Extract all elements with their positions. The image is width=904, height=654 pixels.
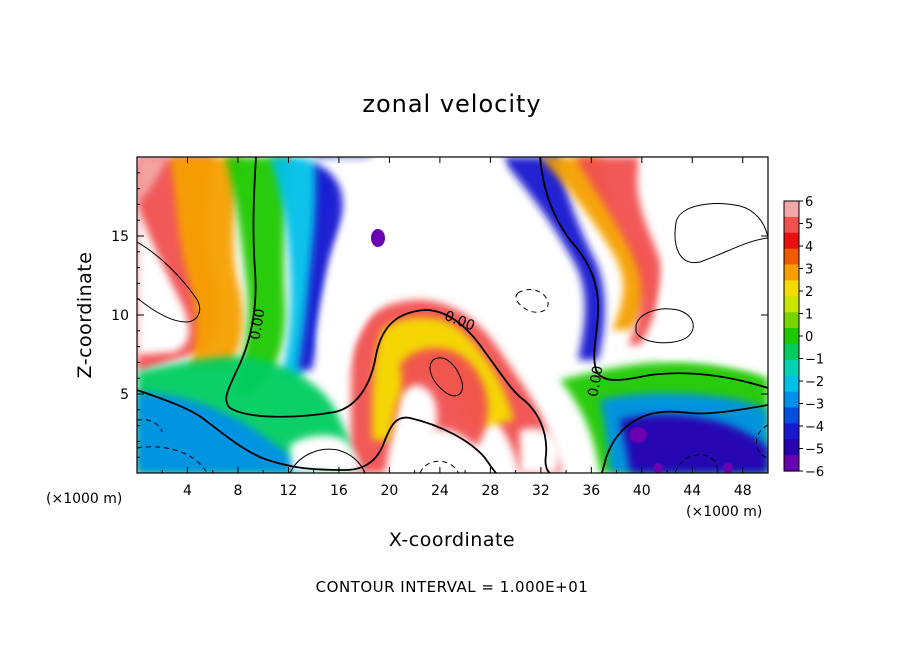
x-tick-label: 28 bbox=[481, 483, 499, 499]
contour-label-3: 0.00 bbox=[585, 365, 606, 398]
zero-contour-right bbox=[539, 157, 768, 389]
x-tick-label: 20 bbox=[380, 483, 398, 499]
colorbar-swatch bbox=[784, 407, 799, 424]
colorbar-swatch bbox=[784, 439, 799, 456]
colorbar-tick-label: −3 bbox=[805, 398, 824, 413]
colorbar-tick-label: 1 bbox=[805, 308, 813, 323]
thin-contour-bottom-mid bbox=[289, 448, 366, 473]
x-unit-label-right: (×1000 m) bbox=[686, 504, 762, 520]
x-unit-label-left: (×1000 m) bbox=[46, 491, 122, 507]
thin-contour-right-oval bbox=[635, 308, 694, 344]
dashed-contour-mid bbox=[515, 289, 549, 313]
colorbar-swatch bbox=[784, 391, 799, 409]
colorbar-tick-label: 4 bbox=[805, 240, 813, 255]
field-minimum-spot bbox=[629, 427, 647, 443]
colorbar-tick-label: −5 bbox=[805, 443, 824, 458]
x-tick-label: 40 bbox=[633, 483, 651, 499]
colorbar-swatch bbox=[784, 328, 799, 345]
colorbar-tick-label: 0 bbox=[805, 330, 813, 345]
field-band bbox=[137, 392, 315, 473]
chart-title: zonal velocity bbox=[362, 90, 541, 118]
field-band bbox=[400, 348, 488, 445]
field-zero-region bbox=[520, 428, 560, 473]
colorbar-swatch bbox=[784, 280, 799, 297]
y-tick-label: 5 bbox=[120, 387, 129, 403]
thin-contour-upper-left bbox=[137, 241, 201, 323]
colorbar-tick-label: −2 bbox=[805, 375, 824, 390]
y-tick-label: 10 bbox=[111, 308, 129, 324]
colorbar-swatch bbox=[784, 201, 799, 218]
colorbar-tick-label: −1 bbox=[805, 353, 824, 368]
contour-label-1: 0.00 bbox=[247, 308, 268, 341]
x-tick-label: 24 bbox=[431, 483, 449, 499]
zero-contour-bottom bbox=[137, 389, 497, 473]
colorbar-swatch bbox=[784, 359, 799, 377]
colorbar-swatch bbox=[784, 375, 799, 393]
zero-contour-right-low bbox=[601, 404, 768, 473]
colorbar-tick-label: 6 bbox=[805, 195, 813, 210]
x-axis-title: X-coordinate bbox=[389, 529, 515, 551]
colorbar-swatch bbox=[784, 343, 799, 361]
x-tick-label: 12 bbox=[280, 483, 298, 499]
thin-contour-inner-hill bbox=[429, 357, 464, 397]
colorbar-swatch bbox=[784, 232, 799, 250]
y-axis-title: Z-coordinate bbox=[74, 252, 96, 379]
colorbar-tick-label: 3 bbox=[805, 263, 813, 278]
x-tick-label: 48 bbox=[734, 483, 752, 499]
colorbar: 6 5 4 3 2 1 0 −1 −2 −3 −4 −5 −6 bbox=[783, 195, 824, 480]
x-tick-label: 44 bbox=[683, 483, 701, 499]
contour-interval-note: CONTOUR INTERVAL = 1.000E+01 bbox=[316, 578, 589, 596]
colorbar-swatch bbox=[784, 312, 799, 329]
x-tick-label: 16 bbox=[330, 483, 348, 499]
zero-contour-left bbox=[225, 157, 551, 473]
field-minimum-spot bbox=[653, 463, 663, 473]
dashed-contour-right-edge bbox=[755, 424, 768, 459]
colorbar-swatch bbox=[784, 423, 799, 440]
field-band bbox=[620, 414, 768, 473]
field-band bbox=[298, 157, 372, 370]
dashed-contour-bottom-left-2 bbox=[137, 419, 163, 433]
y-tick-label: 15 bbox=[111, 229, 129, 245]
colorbar-swatch bbox=[784, 216, 799, 234]
field-zero-region bbox=[137, 205, 190, 355]
field-minimum-spot bbox=[723, 463, 733, 473]
heatmap-field bbox=[137, 157, 768, 473]
x-axis-ticks: 4 8 12 16 20 24 28 32 36 40 44 48 bbox=[161, 157, 752, 499]
colorbar-swatch bbox=[784, 248, 799, 266]
field-band bbox=[170, 157, 244, 370]
colorbar-swatch bbox=[784, 296, 799, 313]
colorbar-swatch bbox=[784, 455, 799, 472]
colorbar-tick-label: −4 bbox=[805, 420, 824, 435]
x-tick-label: 4 bbox=[183, 483, 192, 499]
dashed-contour-bottom-right bbox=[674, 454, 719, 473]
field-band bbox=[575, 157, 662, 345]
field-minimum-spot bbox=[371, 229, 385, 247]
field-zero-region bbox=[290, 435, 362, 473]
contour-lines bbox=[137, 157, 768, 473]
colorbar-tick-label: 2 bbox=[805, 285, 813, 300]
field-band bbox=[225, 157, 290, 395]
dashed-contour-bottom-mid bbox=[419, 460, 459, 473]
colorbar-tick-label: 5 bbox=[805, 218, 813, 233]
colorbar-swatch bbox=[784, 264, 799, 282]
x-tick-label: 8 bbox=[233, 483, 242, 499]
thin-contour-right-upper bbox=[674, 203, 768, 264]
colorbar-tick-label: −6 bbox=[805, 465, 824, 480]
y-axis-ticks: 5 10 15 bbox=[111, 172, 768, 458]
field-zero-region bbox=[640, 157, 768, 372]
x-tick-label: 36 bbox=[582, 483, 600, 499]
dashed-contour-bottom-left bbox=[137, 446, 208, 473]
field-zero-region bbox=[300, 157, 555, 371]
field-band bbox=[137, 157, 168, 205]
x-tick-label: 32 bbox=[532, 483, 550, 499]
